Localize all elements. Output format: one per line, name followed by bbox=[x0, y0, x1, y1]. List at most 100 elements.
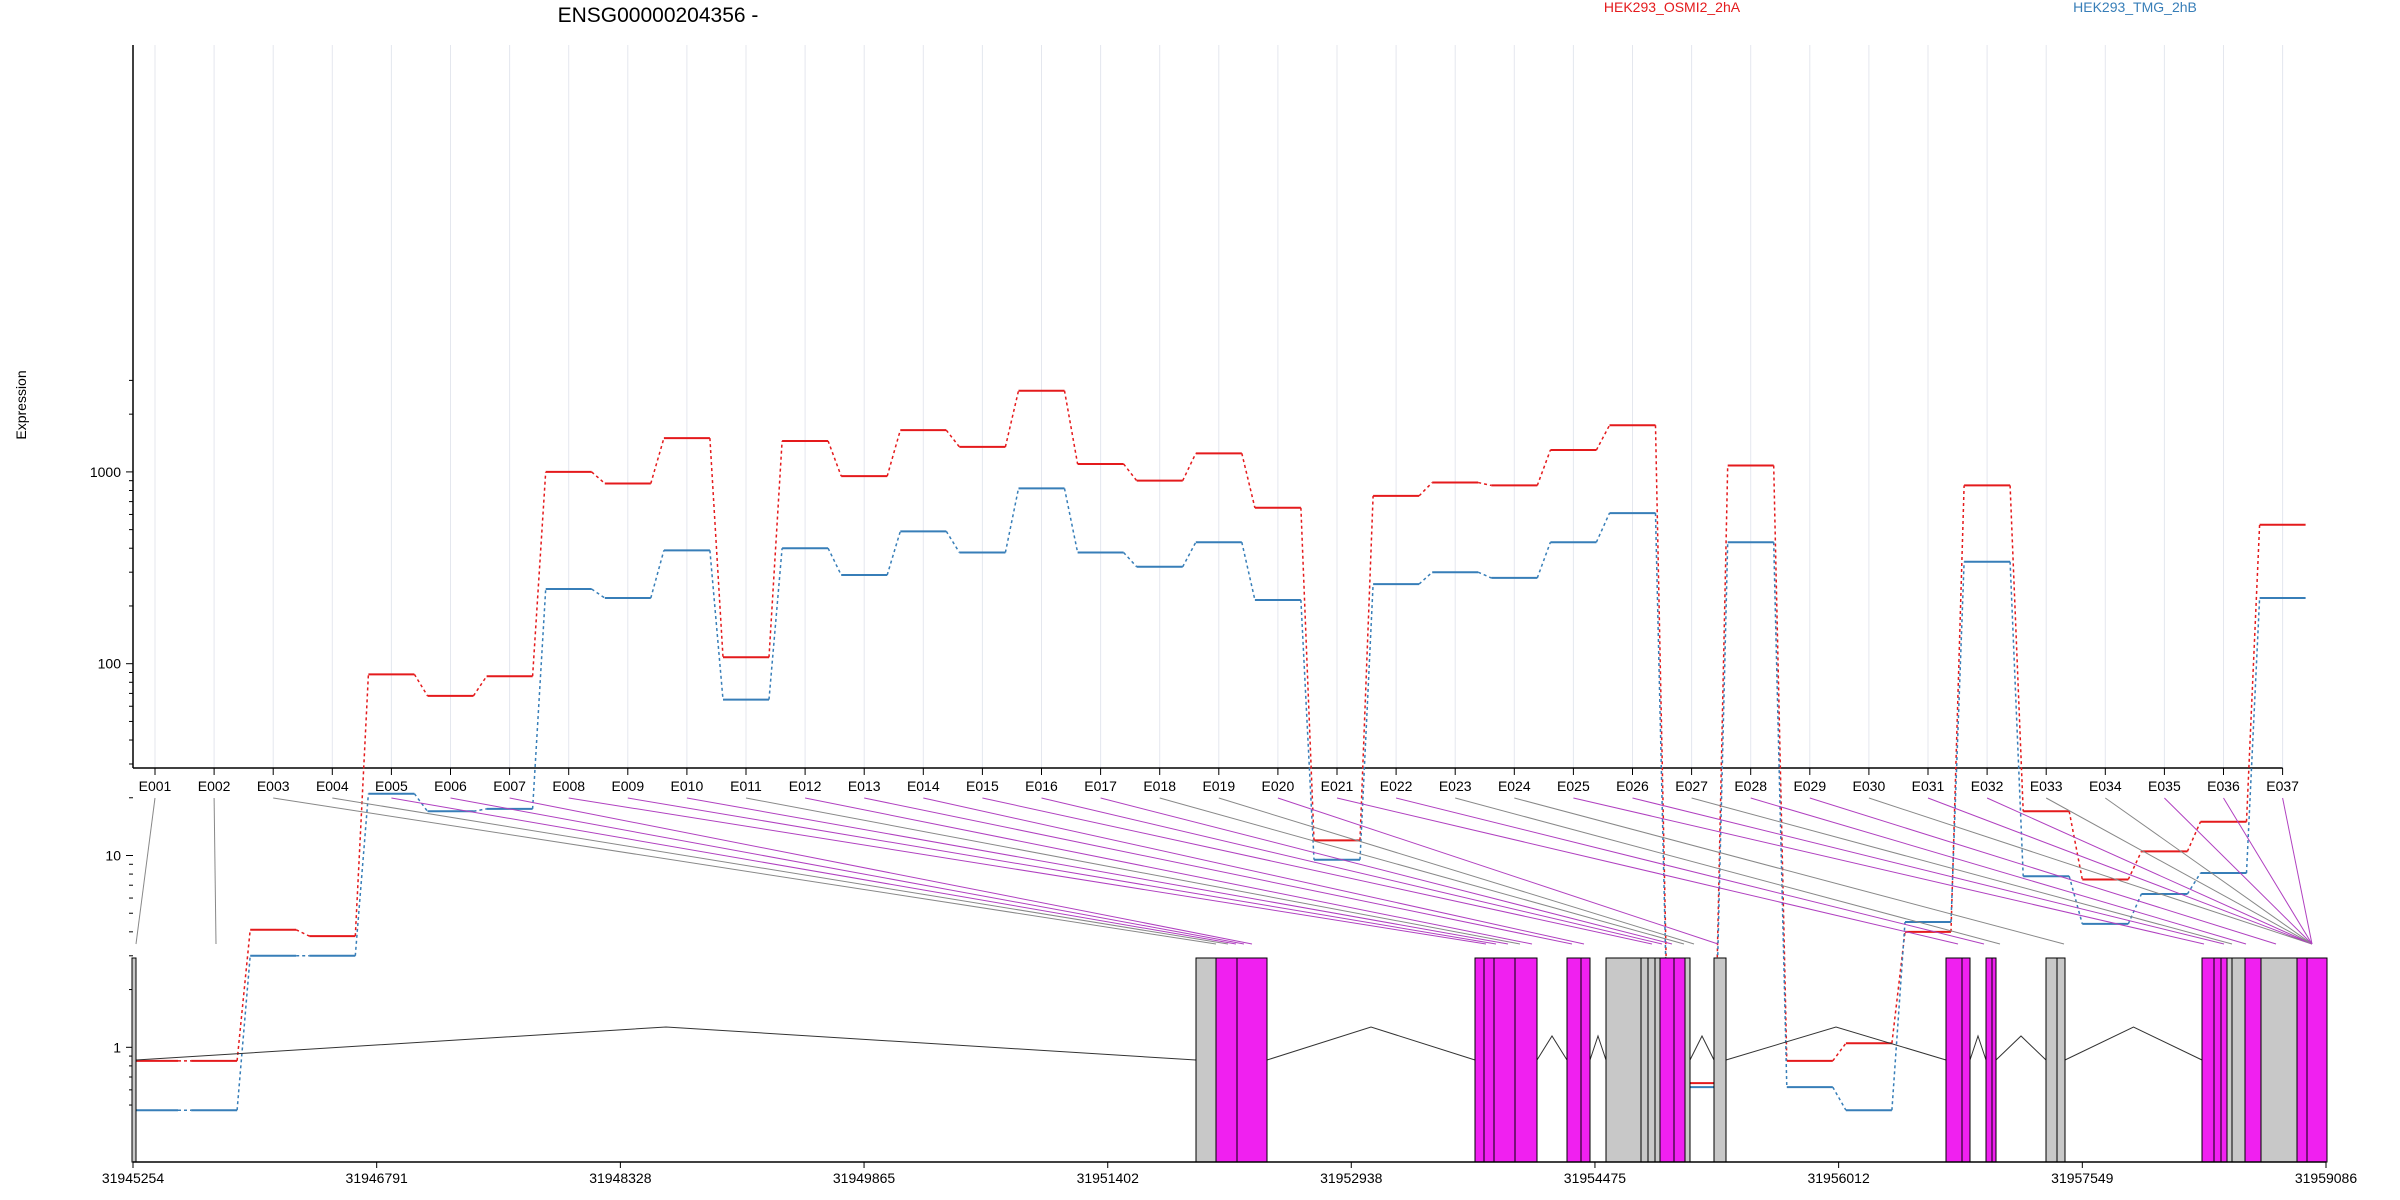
series-connector bbox=[1123, 463, 1138, 482]
intron bbox=[1589, 1034, 1607, 1061]
exon-connector bbox=[391, 797, 1237, 945]
series-connector bbox=[1950, 561, 1965, 923]
y-tick-label: 100 bbox=[98, 656, 122, 672]
series-connector bbox=[2186, 821, 2202, 852]
exon-connector bbox=[450, 797, 1245, 945]
x-axis: E001 E002 E003 E004 E005 E006 E007 E008 E009 E010… bbox=[133, 767, 2299, 794]
intron bbox=[1995, 1035, 2047, 1061]
series-connector bbox=[1004, 390, 1020, 448]
exon-connector-lines bbox=[135, 797, 2313, 945]
series-connector bbox=[2245, 597, 2261, 874]
exon-box bbox=[1654, 957, 1661, 1163]
series-connector bbox=[1418, 482, 1433, 497]
exon-box bbox=[1566, 957, 1582, 1163]
x-tick-label-e033: E033 bbox=[2030, 778, 2063, 794]
exon-box bbox=[1659, 957, 1675, 1163]
intron bbox=[1725, 1026, 1947, 1061]
exon-box bbox=[2231, 957, 2246, 1163]
legend-label-series-2: HEK293_TMG_2hB bbox=[2073, 0, 2197, 15]
series-connector bbox=[236, 929, 251, 1061]
series-connector bbox=[1772, 542, 1788, 1088]
legend-label-series-1: HEK293_OSMI2_2hA bbox=[1604, 0, 1741, 15]
series-connector bbox=[1123, 551, 1138, 568]
series-connector bbox=[1595, 512, 1611, 543]
x-tick-label-e035: E035 bbox=[2148, 778, 2181, 794]
exon-connector bbox=[1809, 797, 2277, 945]
exon-box bbox=[2296, 957, 2308, 1163]
x-tick-label-e016: E016 bbox=[1025, 778, 1058, 794]
series-connector bbox=[945, 429, 960, 448]
coord-tick-label: 31946791 bbox=[346, 1170, 409, 1186]
exon-box bbox=[1991, 957, 1997, 1163]
x-tick-label-e023: E023 bbox=[1439, 778, 1472, 794]
exon-box bbox=[1945, 957, 1963, 1163]
exon-connector bbox=[1986, 797, 2313, 945]
exon-box bbox=[1483, 957, 1495, 1163]
coord-tick-label: 31956012 bbox=[1807, 1170, 1870, 1186]
series-connector bbox=[354, 793, 370, 956]
intron bbox=[1266, 1026, 1476, 1061]
intron bbox=[135, 1026, 1197, 1061]
series-connector bbox=[2068, 811, 2084, 880]
coord-tick-label: 31949865 bbox=[833, 1170, 896, 1186]
exon-box bbox=[131, 957, 137, 1163]
x-tick-label-e028: E028 bbox=[1734, 778, 1767, 794]
exon-connector bbox=[923, 797, 1585, 945]
coord-tick-label: 31948328 bbox=[589, 1170, 652, 1186]
series-connector bbox=[236, 955, 251, 1111]
exon-box bbox=[1493, 957, 1516, 1163]
x-tick-label-e010: E010 bbox=[671, 778, 704, 794]
exon-box bbox=[2213, 957, 2222, 1163]
exon-connector bbox=[1691, 797, 2233, 945]
series-connector bbox=[827, 440, 842, 477]
series-connector bbox=[1832, 1042, 1847, 1062]
gene-model-track bbox=[131, 957, 2328, 1163]
exon-connector bbox=[1395, 797, 1985, 945]
intron bbox=[1969, 1034, 1987, 1061]
intron bbox=[1689, 1034, 1715, 1061]
exon-box bbox=[1195, 957, 1217, 1163]
series-connector bbox=[354, 674, 370, 937]
series-connector bbox=[1182, 541, 1197, 568]
series-connector bbox=[531, 589, 547, 809]
exon-connector bbox=[1100, 797, 1673, 945]
gridlines bbox=[154, 45, 2284, 768]
x-tick-label-e034: E034 bbox=[2089, 778, 2122, 794]
x-tick-label-e027: E027 bbox=[1675, 778, 1708, 794]
series-2 bbox=[132, 487, 2306, 1112]
coord-tick-label: 31952938 bbox=[1320, 1170, 1383, 1186]
x-tick-label-e018: E018 bbox=[1143, 778, 1176, 794]
chart-title: ENSG00000204356 - bbox=[558, 4, 759, 27]
series-connector bbox=[1300, 599, 1315, 860]
series-connector bbox=[886, 429, 902, 477]
series-connector bbox=[827, 547, 842, 576]
exon-connector bbox=[2223, 797, 2313, 945]
exon-connector bbox=[273, 797, 1217, 945]
exon-connector bbox=[864, 797, 1573, 945]
coord-tick-label: 31959086 bbox=[2295, 1170, 2358, 1186]
exon-box bbox=[1985, 957, 1993, 1163]
series-connector bbox=[768, 440, 783, 658]
exon-connector bbox=[2282, 797, 2313, 945]
series-connector bbox=[1536, 449, 1552, 486]
exon-box bbox=[2260, 957, 2298, 1163]
series-connector bbox=[1891, 931, 1906, 1044]
exon-box bbox=[1640, 957, 1649, 1163]
series-connector bbox=[1595, 424, 1611, 451]
x-tick-label-e014: E014 bbox=[907, 778, 940, 794]
x-tick-label-e006: E006 bbox=[434, 778, 467, 794]
series-connector bbox=[472, 675, 488, 697]
series-connector bbox=[1478, 481, 1492, 487]
series-connector bbox=[295, 929, 310, 937]
x-tick-label-e015: E015 bbox=[966, 778, 999, 794]
series-connector bbox=[2009, 561, 2024, 877]
exon-connector bbox=[627, 797, 1497, 945]
series-connector bbox=[1477, 571, 1492, 579]
exon-connector bbox=[1277, 797, 1719, 945]
intron bbox=[2064, 1026, 2203, 1061]
series-connector bbox=[650, 550, 665, 599]
series-connector bbox=[2009, 485, 2024, 812]
exon-connector bbox=[745, 797, 1521, 945]
exon-connector bbox=[135, 797, 156, 945]
exon-box bbox=[2226, 957, 2233, 1163]
